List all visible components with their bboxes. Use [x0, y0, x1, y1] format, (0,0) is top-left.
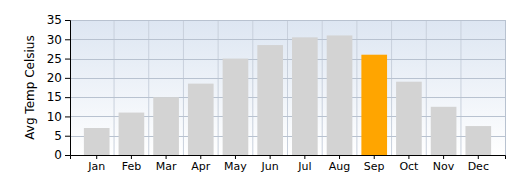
- y-tick-mark: [65, 155, 70, 156]
- x-tick-mark: [443, 155, 444, 159]
- y-tick-label: 30: [47, 33, 62, 47]
- y-tick: 0: [54, 148, 70, 162]
- x-tick-label: Oct: [399, 160, 419, 173]
- bar: [396, 82, 422, 155]
- x-tick: Feb: [122, 155, 141, 173]
- x-tick: May: [224, 155, 247, 173]
- x-axis-line: [71, 156, 506, 160]
- grid-line: [70, 97, 505, 98]
- x-tick: Sep: [364, 155, 385, 173]
- category-separator: [322, 20, 323, 155]
- y-tick: 15: [47, 90, 70, 104]
- y-axis: 0 5 10 15 20 25 30 35: [47, 13, 71, 162]
- x-tick: Mar: [156, 155, 177, 173]
- x-tick-mark: [200, 155, 201, 159]
- y-tick: 30: [47, 33, 70, 47]
- category-separator: [460, 20, 461, 155]
- category-separator: [356, 20, 357, 155]
- bar: [84, 128, 110, 155]
- x-tick-label: Sep: [364, 160, 385, 173]
- x-tick-mark: [339, 155, 340, 159]
- x-tick-label: Jun: [261, 160, 279, 173]
- x-tick-label: Jul: [297, 160, 311, 173]
- bar: [465, 126, 491, 155]
- bar: [327, 35, 353, 155]
- y-tick-mark: [65, 39, 70, 40]
- bar: [153, 97, 179, 155]
- y-tick-mark: [65, 97, 70, 98]
- category-separator: [218, 20, 219, 155]
- y-tick-mark: [65, 59, 70, 60]
- bar: [188, 84, 214, 155]
- bar: [361, 55, 387, 155]
- y-axis-line: [65, 21, 71, 156]
- y-tick-label: 20: [47, 71, 62, 85]
- category-separators: [114, 20, 461, 155]
- x-tick-label: Aug: [329, 160, 350, 173]
- x-tick-mark: [408, 155, 409, 159]
- x-tick: Oct: [399, 155, 419, 173]
- y-tick-mark: [65, 116, 70, 117]
- bar: [119, 113, 145, 155]
- x-tick-mark: [166, 155, 167, 159]
- y-tick: 20: [47, 71, 70, 85]
- bar: [223, 59, 249, 155]
- y-axis-title: Avg Temp Celsius: [23, 35, 37, 139]
- x-tick: Dec: [468, 155, 489, 173]
- grid-line: [70, 39, 505, 40]
- plot-frame: [71, 21, 506, 156]
- x-tick-label: Dec: [468, 160, 489, 173]
- x-axis: Jan Feb Mar Apr May Jun Jul Aug Sep Oct Nov Dec: [71, 155, 506, 173]
- grid-line: [70, 78, 505, 79]
- x-tick-label: Nov: [433, 160, 455, 173]
- x-tick-mark: [131, 155, 132, 159]
- x-tick-mark: [478, 155, 479, 159]
- x-tick: Nov: [433, 155, 455, 173]
- x-tick-mark: [374, 155, 375, 159]
- x-tick-label: Feb: [122, 160, 141, 173]
- x-tick-mark: [270, 155, 271, 159]
- category-separator: [426, 20, 427, 155]
- y-tick-label: 15: [47, 90, 62, 104]
- y-tick-mark: [65, 20, 70, 21]
- x-tick-label: Jan: [87, 160, 105, 173]
- y-tick-label: 10: [47, 110, 62, 124]
- y-tick-mark: [65, 136, 70, 137]
- y-tick: 25: [47, 52, 70, 66]
- grid-line: [70, 59, 505, 60]
- category-separator: [148, 20, 149, 155]
- plot-background: [70, 20, 505, 155]
- category-separator: [391, 20, 392, 155]
- category-separator: [183, 20, 184, 155]
- chart: 0 5 10 15 20 25 30 35 Jan Feb Mar Apr May Jun Jul Aug Se…: [0, 0, 524, 180]
- x-tick-mark: [235, 155, 236, 159]
- x-tick-label: May: [224, 160, 247, 173]
- category-separator: [252, 20, 253, 155]
- y-tick-label: 25: [47, 52, 62, 66]
- y-tick-label: 0: [54, 148, 62, 162]
- category-separator: [287, 20, 288, 155]
- y-tick-label: 5: [54, 129, 62, 143]
- x-tick-mark: [304, 155, 305, 159]
- y-tick: 35: [47, 13, 70, 27]
- x-tick-label: Mar: [156, 160, 177, 173]
- y-tick: 5: [54, 129, 70, 143]
- y-tick-label: 35: [47, 13, 62, 27]
- y-tick-mark: [65, 78, 70, 79]
- x-tick-label: Apr: [191, 160, 211, 173]
- bars: [84, 35, 491, 155]
- x-tick-mark: [96, 155, 97, 159]
- category-separator: [114, 20, 115, 155]
- x-tick: Apr: [191, 155, 211, 173]
- grid: [70, 21, 505, 156]
- x-tick: Jun: [261, 155, 279, 173]
- bar: [431, 107, 457, 155]
- bar: [257, 45, 283, 155]
- x-tick: Jul: [297, 155, 311, 173]
- plot: 0 5 10 15 20 25 30 35 Jan Feb Mar Apr May Jun Jul Aug Se…: [47, 13, 506, 172]
- x-tick: Aug: [329, 155, 350, 173]
- y-tick: 10: [47, 110, 70, 124]
- x-tick: Jan: [87, 155, 105, 173]
- bar: [292, 37, 318, 155]
